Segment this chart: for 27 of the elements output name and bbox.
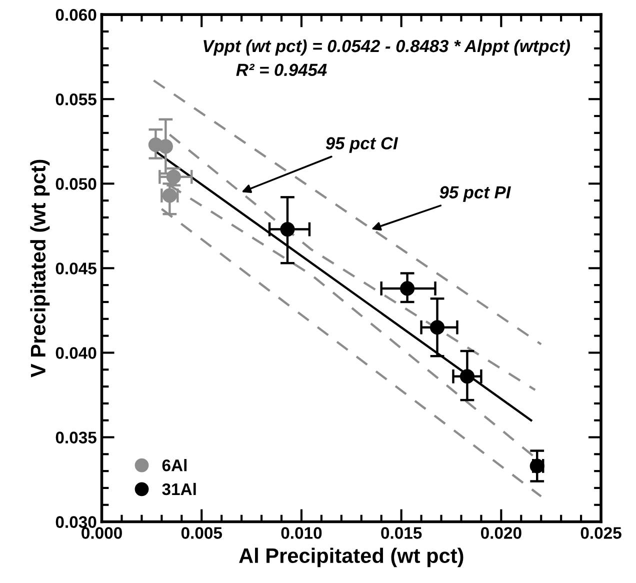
- point: [460, 369, 474, 384]
- point: [530, 458, 544, 474]
- point: [430, 320, 445, 335]
- point: [280, 222, 295, 237]
- x-tick-label: 0.000: [82, 527, 122, 539]
- y-axis-title: V Precipitated (wt pct): [30, 160, 50, 378]
- annotation: Vppt (wt pct) = 0.0542 - 0.8483 * Alppt (wtpct): [204, 39, 570, 56]
- y-tick-label: 0.030: [56, 516, 96, 528]
- point: [158, 139, 173, 154]
- x-tick-label: 0.020: [480, 527, 522, 539]
- annotation: R² = 0.9454: [236, 64, 327, 76]
- x-axis-title: Al Precipitated (wt pct): [239, 548, 464, 568]
- x-tick-label: 0.005: [181, 527, 222, 539]
- y-tick-label: 0.055: [56, 94, 96, 106]
- y-tick-label: 0.040: [56, 347, 96, 359]
- legend-label: 6Al: [162, 459, 187, 472]
- legend-label: 31Al: [162, 482, 196, 496]
- x-tick-label: 0.025: [580, 527, 622, 539]
- x-tick-label: 0.010: [281, 527, 322, 539]
- x-tick-label: 0.015: [381, 527, 422, 539]
- point: [400, 281, 415, 296]
- annotation: 95 pct PI: [440, 186, 511, 202]
- y-tick-label: 0.045: [56, 262, 96, 274]
- y-tick-label: 0.035: [56, 432, 96, 444]
- y-tick-label: 0.050: [56, 178, 96, 190]
- y-tick-label: 0.060: [56, 8, 96, 21]
- annotation: 95 pct CI: [326, 137, 398, 153]
